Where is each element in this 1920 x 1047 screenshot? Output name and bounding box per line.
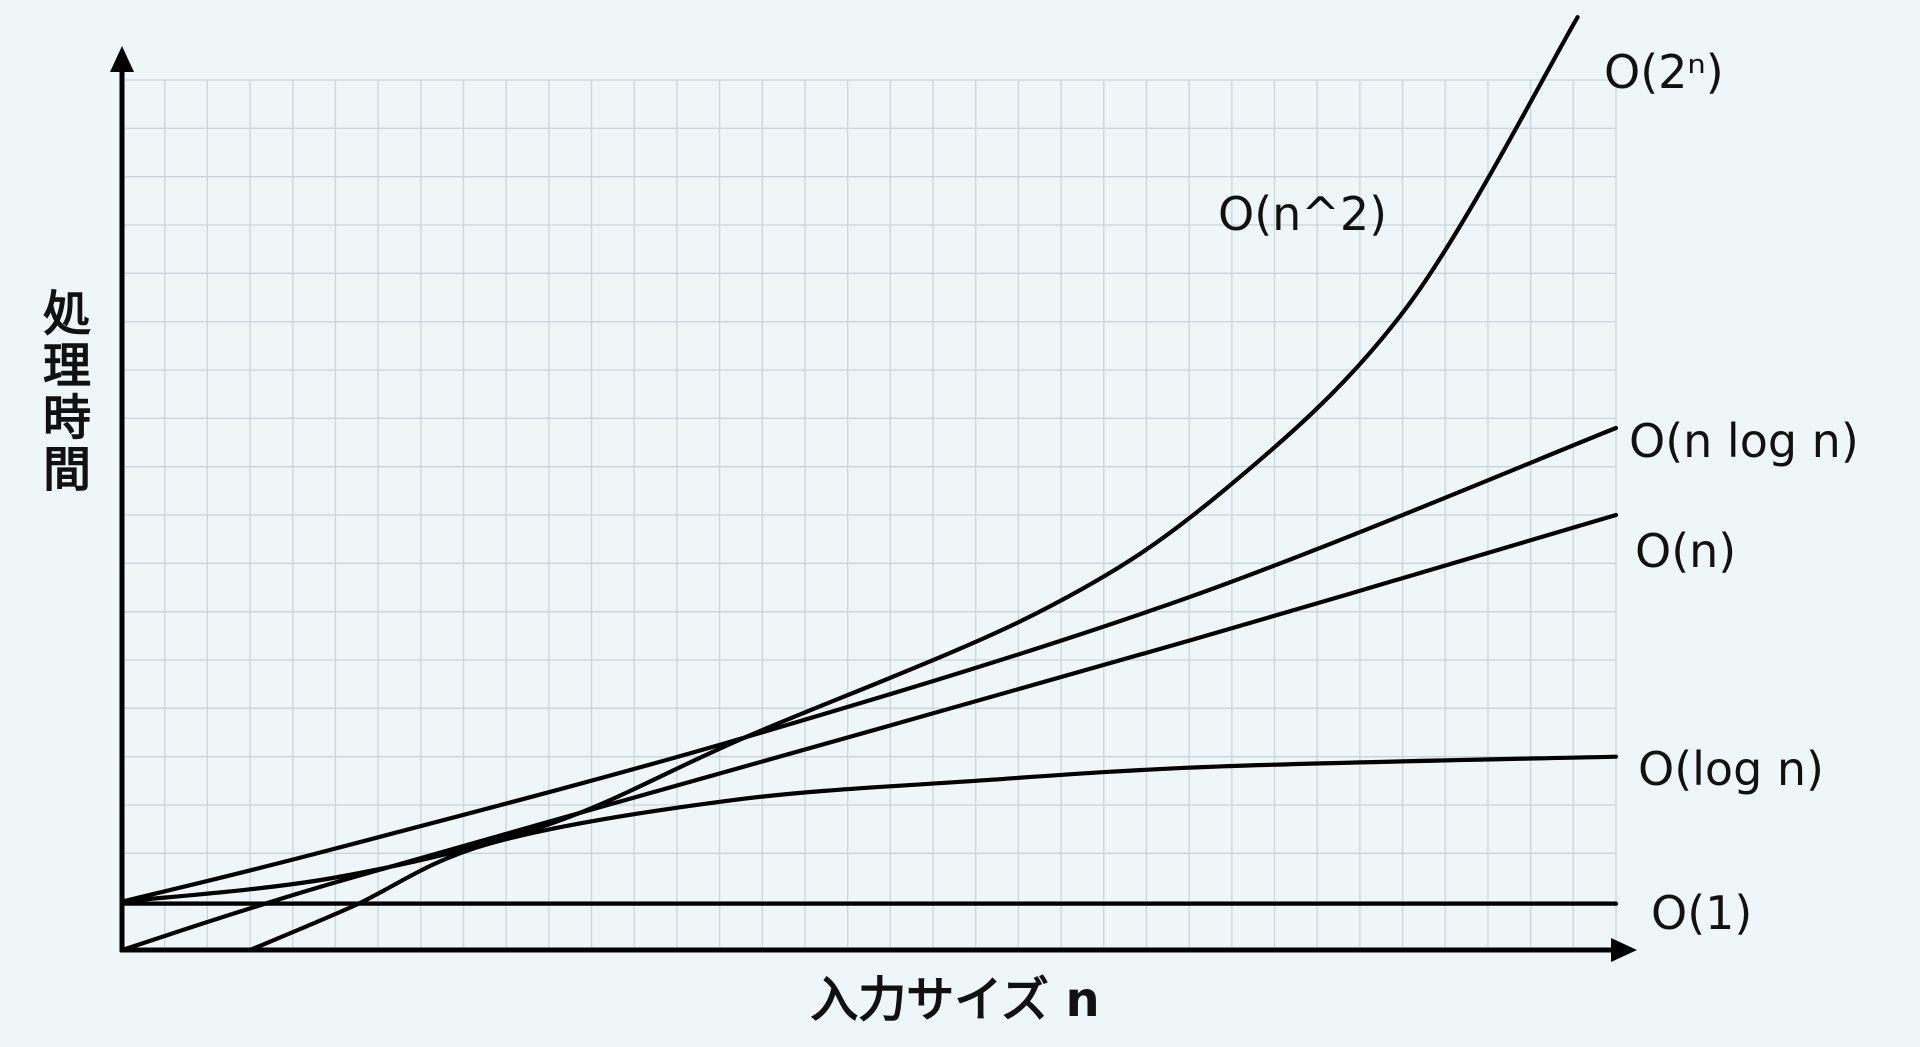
curves <box>119 15 1619 953</box>
y-axis-arrow <box>110 46 134 72</box>
series-line-4 <box>247 754 1619 953</box>
grid <box>121 79 1617 951</box>
label-o-n2: O(n^2) <box>1218 187 1387 241</box>
x-axis-label: 入力サイズ n <box>810 972 1099 1028</box>
label-o-n: O(n) <box>1635 524 1736 578</box>
y-axis-label: 処理時間 <box>34 288 91 496</box>
x-axis-arrow <box>1611 938 1637 962</box>
label-o-nlogn: O(n log n) <box>1629 414 1859 468</box>
label-o-logn: O(log n) <box>1638 742 1824 796</box>
series-line-3 <box>119 512 1619 953</box>
label-o-2n: O(2ⁿ) <box>1604 45 1724 99</box>
series-line-2 <box>119 425 1619 904</box>
label-o-1: O(1) <box>1651 886 1752 940</box>
